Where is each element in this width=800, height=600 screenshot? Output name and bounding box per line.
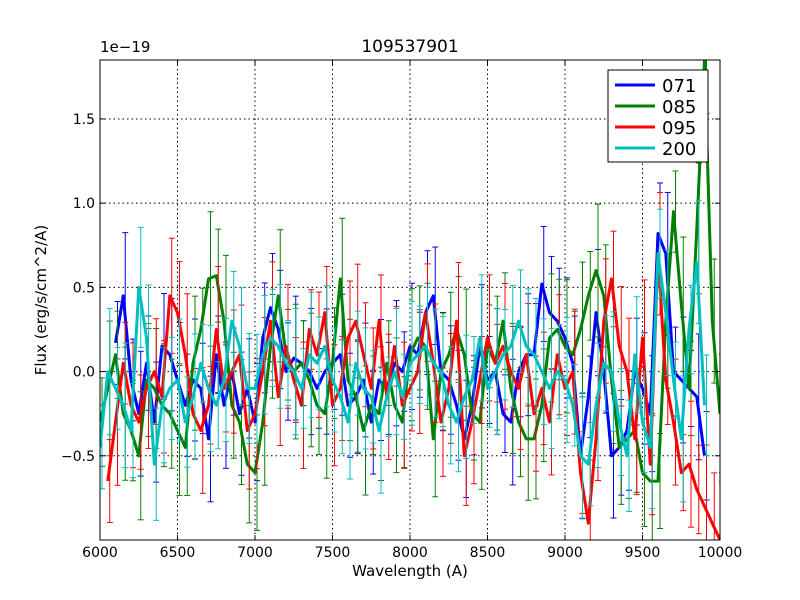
legend-label-095: 095 (662, 118, 696, 139)
grid-lines (100, 60, 720, 540)
series-200 (100, 200, 710, 521)
x-tick-label: 9000 (547, 545, 583, 561)
x-tick-label: 8000 (392, 545, 428, 561)
x-tick-label: 6000 (82, 545, 118, 561)
x-tick-label: 8500 (470, 545, 506, 561)
y-tick-label: 0.0 (73, 365, 95, 381)
legend-label-200: 200 (662, 139, 696, 160)
y-axis-label: Flux (erg/s/cm^2/A) (32, 225, 50, 376)
series-line-085 (100, 60, 720, 483)
x-tick-label: 9500 (625, 545, 661, 561)
legend-label-071: 071 (662, 76, 696, 97)
x-axis-label: Wavelength (A) (352, 562, 468, 580)
x-tick-label: 6500 (160, 545, 196, 561)
axis-ticks: 6000 6500 7000 7500 8000 8500 9000 9500 10000 −0.… (61, 60, 742, 561)
y-tick-label: −0.5 (61, 449, 95, 465)
y-offset-label: 1e−19 (100, 38, 150, 56)
y-tick-label: 1.0 (73, 196, 95, 212)
y-tick-label: 0.5 (73, 280, 95, 296)
x-tick-label: 7500 (315, 545, 351, 561)
x-tick-label: 10000 (698, 545, 743, 561)
legend-label-085: 085 (662, 97, 696, 118)
series-line-200 (100, 252, 706, 466)
chart-title: 109537901 (361, 37, 458, 57)
plot-series-area (100, 60, 720, 540)
y-tick-label: 1.5 (73, 112, 95, 128)
x-tick-label: 7000 (237, 545, 273, 561)
